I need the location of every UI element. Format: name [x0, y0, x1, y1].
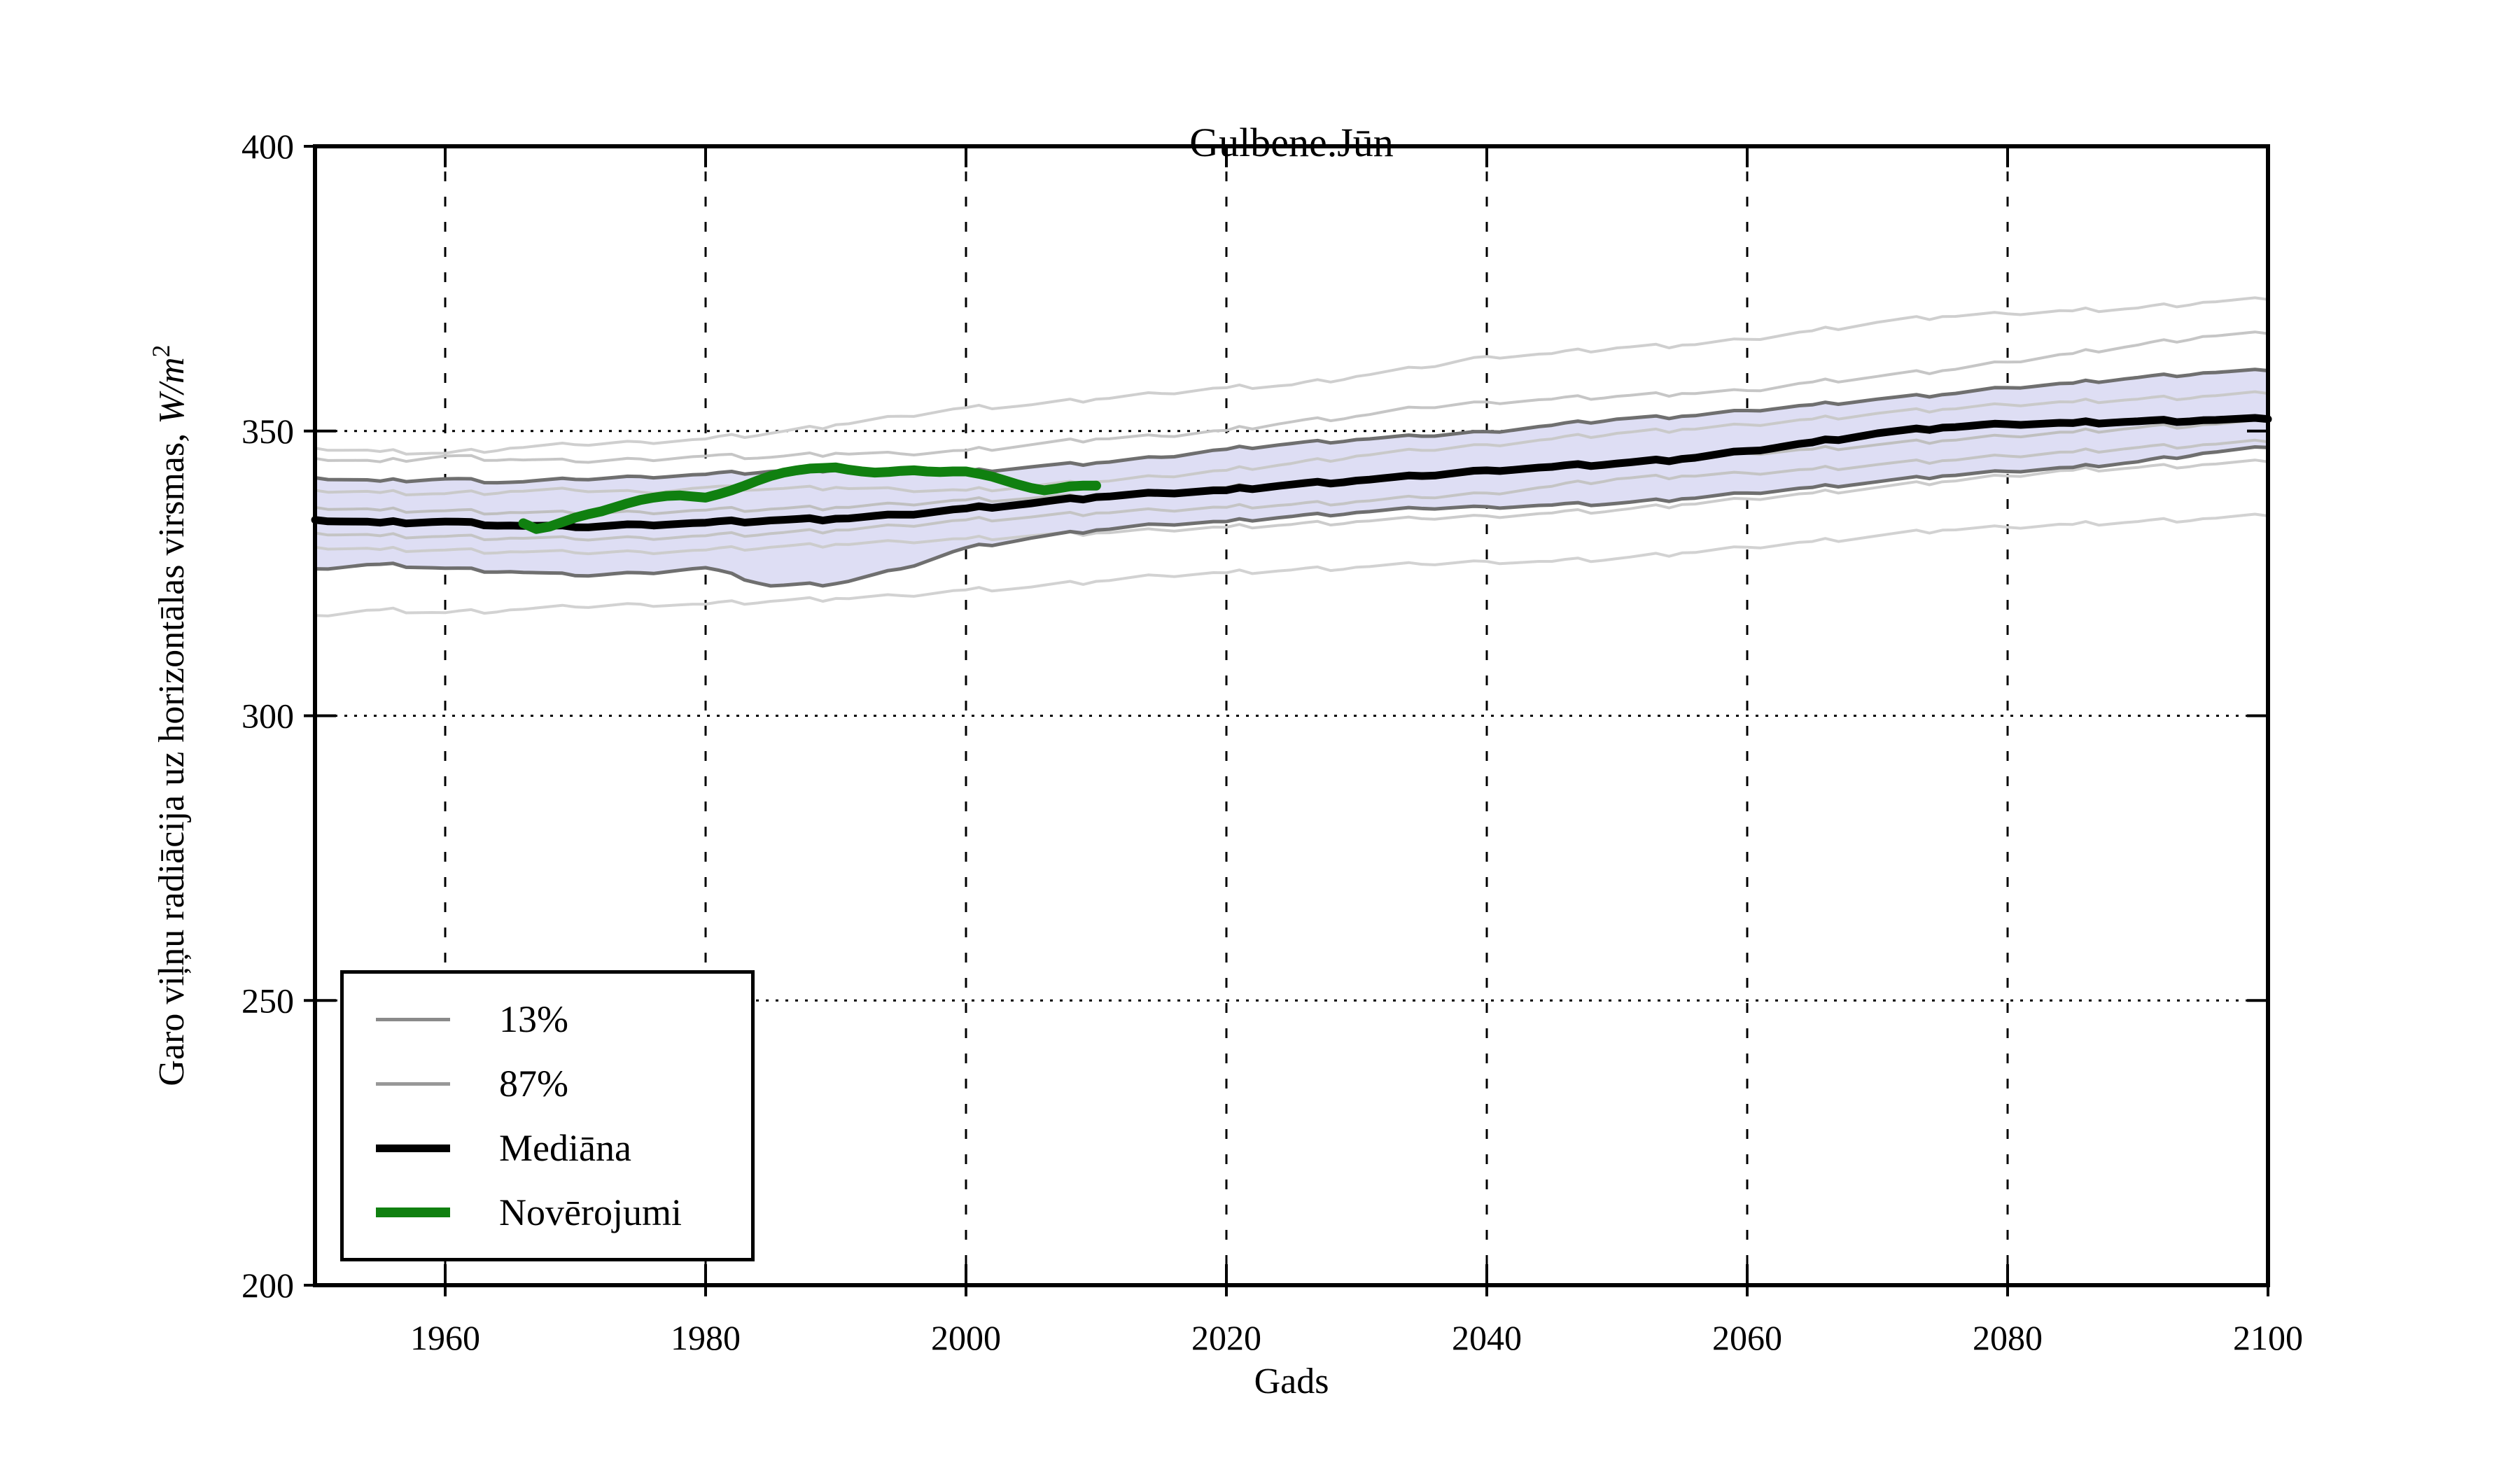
legend-item-2: 87% [344, 1065, 751, 1102]
series-ensemble-3 [314, 390, 2269, 496]
series-87-percent [314, 368, 2269, 485]
series-ensemble-6 [314, 458, 2269, 556]
series-ensemble-1 [314, 296, 2269, 456]
axes-layer [304, 144, 2270, 1296]
series-ensemble-5 [314, 438, 2269, 542]
chart-title: Gulbene.Jūn [1189, 120, 1394, 165]
x-axis-label: Gads [1254, 1362, 1329, 1401]
y-tick-label-200: 200 [241, 1266, 294, 1305]
y-tick-label-400: 400 [241, 127, 294, 166]
x-tick-label-2080: 2080 [1973, 1318, 2043, 1357]
legend-label: 13% [499, 998, 568, 1040]
y-axis-label: Garo viļņu radiācija uz horizontālas vir… [147, 344, 192, 1086]
legend-item-3: Mediāna [344, 1129, 751, 1167]
series-mediana [311, 414, 2272, 531]
legend-line-sample [376, 1144, 450, 1152]
legend-label: Novērojumi [499, 1191, 682, 1233]
x-tick-label-2100: 2100 [2233, 1318, 2303, 1357]
legend-item-4: Novērojumi [344, 1194, 751, 1231]
legend-line-sample [376, 1082, 450, 1086]
tick-labels-layer: 1960 1980 2000 2020 2040 2060 2080 2100 200 250 30… [241, 127, 2303, 1357]
x-tick-label-2000: 2000 [931, 1318, 1001, 1357]
legend-box: 13% 87% Mediāna Novērojumi [340, 970, 755, 1261]
series-ensemble-7 [314, 512, 2269, 617]
x-tick-label-1960: 1960 [410, 1318, 480, 1357]
y-tick-label-300: 300 [241, 696, 294, 736]
series-ensemble-2 [314, 330, 2269, 464]
data-series-layer [311, 296, 2272, 617]
x-tick-label-2020: 2020 [1191, 1318, 1261, 1357]
legend-line-sample [376, 1017, 450, 1021]
legend-line-sample [376, 1208, 450, 1217]
x-tick-label-2040: 2040 [1452, 1318, 1522, 1357]
x-tick-label-2060: 2060 [1712, 1318, 1782, 1357]
series-13-percent [314, 445, 2269, 588]
y-tick-label-350: 350 [241, 412, 294, 451]
y-tick-label-250: 250 [241, 981, 294, 1020]
series-noverojumi [518, 462, 1101, 534]
legend-item-1: 13% [344, 1000, 751, 1038]
legend-label: 87% [499, 1063, 568, 1105]
x-tick-label-1980: 1980 [671, 1318, 741, 1357]
legend-label: Mediāna [499, 1127, 631, 1169]
